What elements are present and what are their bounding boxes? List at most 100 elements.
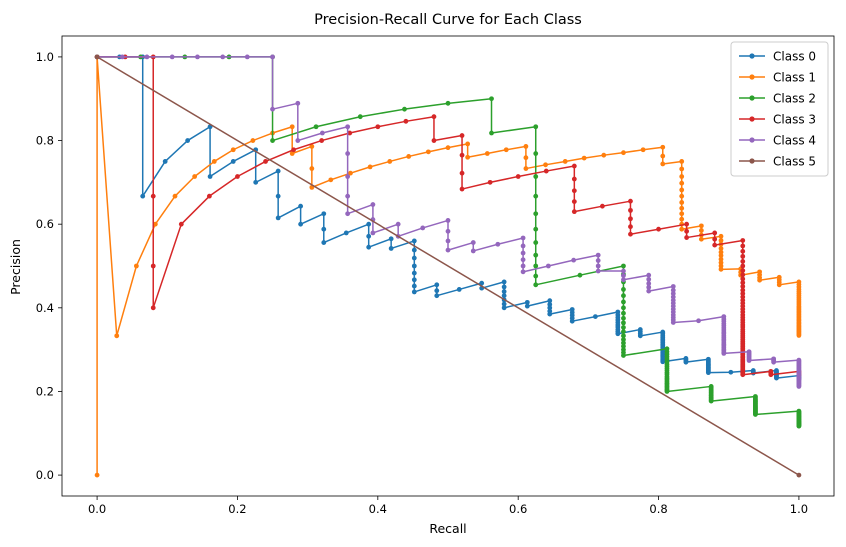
data-point [144,54,150,60]
data-point [445,145,451,151]
data-point [140,193,146,199]
plot-frame [61,35,835,497]
x-axis: 0.0 0.2 0.4 0.6 0.8 1.0 [88,496,808,516]
data-point [533,252,539,258]
data-point [345,124,351,130]
x-tick-label: 1.0 [790,502,808,516]
data-point [431,114,437,120]
data-point [465,141,471,147]
x-tick-label: 0.6 [509,502,527,516]
data-point [571,176,577,182]
data-point [569,318,575,324]
data-point [192,174,198,179]
data-point [621,293,626,299]
data-point [740,238,746,243]
data-point [425,149,431,155]
legend-item: Class 0 [739,50,816,64]
data-point [520,257,526,263]
chart-title: Precision-Recall Curve for Each Class [314,12,582,28]
data-point [470,240,476,245]
data-point [230,159,236,164]
legend: Class 0 Class 1 Class 2 Class 3 Class 4 Class… [730,41,829,177]
data-point [270,106,275,112]
data-point [571,209,577,215]
data-point [621,287,626,292]
data-point [244,54,250,60]
data-point [628,231,633,237]
data-point [250,138,256,143]
data-point [411,270,417,276]
data-point [670,320,676,325]
legend-item: Class 2 [739,92,816,106]
data-point [621,340,626,346]
x-axis-label: Recall [429,521,466,536]
data-point [465,154,471,160]
data-point [664,389,670,394]
data-point [628,216,633,222]
data-point [275,168,281,174]
data-point [403,118,409,124]
data-point [679,187,685,193]
x-tick-label: 0.4 [369,502,387,516]
data-point [328,177,334,183]
data-point [684,221,690,227]
data-point [185,138,191,143]
data-point [434,288,440,294]
data-point [533,151,539,156]
series-class-1 [94,54,802,478]
data-point [796,423,802,429]
data-point [370,202,376,207]
data-point [434,293,440,299]
data-point [411,289,417,295]
data-point [621,333,626,339]
data-point [152,221,158,227]
data-point [178,221,184,227]
data-point [207,174,213,179]
data-point [547,298,553,304]
data-point [501,284,507,290]
data-point [533,263,539,269]
data-point [547,311,553,317]
data-point [621,273,626,279]
data-point [670,291,676,296]
data-point [206,193,212,199]
data-point [718,233,724,239]
data-point [456,287,462,292]
data-point [150,193,156,199]
data-point [740,284,746,289]
data-point [459,152,465,158]
data-point [646,276,652,282]
y-axis-label: Precision [8,239,23,295]
series-class-2 [94,54,802,429]
data-point [495,241,501,247]
data-point [621,343,626,349]
data-point [571,199,577,205]
data-point [718,266,724,272]
data-point [366,244,372,250]
data-point [600,203,605,209]
data-point [718,260,724,266]
data-point [740,253,746,259]
data-point [459,186,465,192]
data-point [679,200,685,205]
data-point [520,243,526,249]
data-point [114,333,120,339]
data-point [270,138,275,143]
data-point [150,263,156,269]
data-point [679,193,685,199]
data-point [628,224,633,230]
data-point [646,281,652,286]
data-point [740,268,746,273]
legend-swatch-marker [749,95,755,101]
data-point [431,138,437,143]
data-point [357,114,363,120]
legend-item: Class 1 [739,71,816,85]
data-point [712,236,718,242]
data-point [295,138,301,143]
data-point [343,230,349,236]
data-point [150,305,156,311]
data-point [445,228,451,234]
data-point [696,318,701,324]
data-point [621,353,626,358]
data-point [740,372,746,378]
